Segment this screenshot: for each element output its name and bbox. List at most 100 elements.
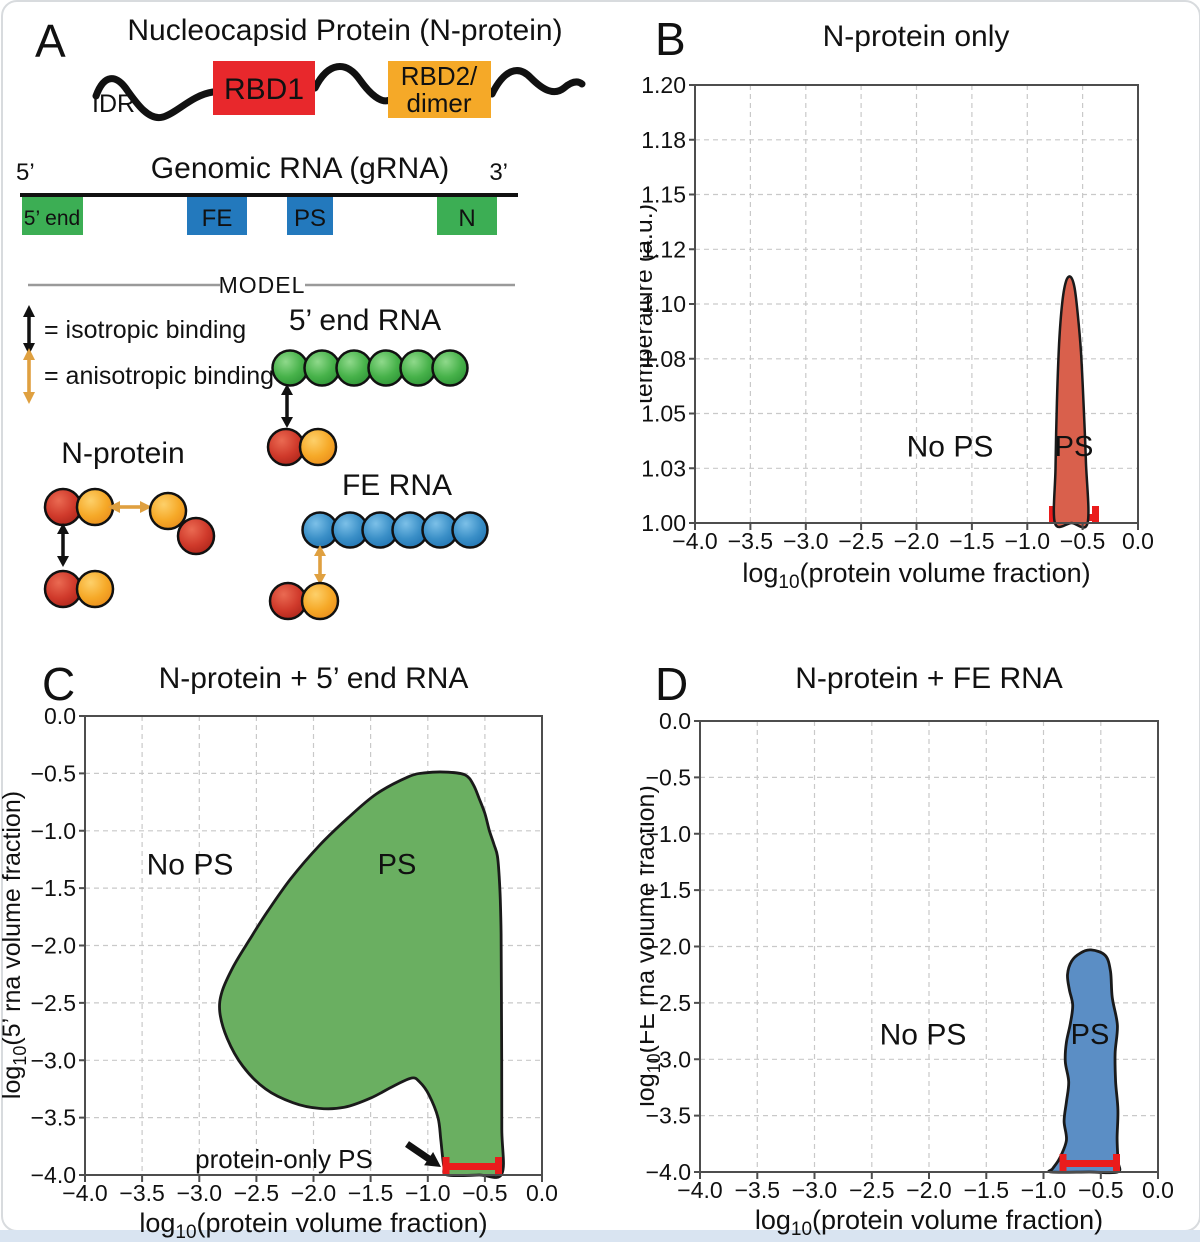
svg-text:−2.5: −2.5 — [646, 990, 691, 1016]
panel-a-model-diagram: A Nucleocapsid Protein (N-protein) IDR R… — [16, 14, 586, 621]
panel-d-ticks — [694, 720, 1159, 1179]
svg-text:−0.5: −0.5 — [462, 1180, 507, 1206]
nprotein-dimer-3 — [43, 569, 115, 609]
svg-text:−1.5: −1.5 — [348, 1180, 393, 1206]
svg-text:1.15: 1.15 — [641, 182, 686, 208]
svg-text:1.18: 1.18 — [641, 127, 686, 153]
svg-text:0.0: 0.0 — [526, 1180, 558, 1206]
nprotein-dimer-under-fe — [268, 581, 340, 621]
svg-text:1.10: 1.10 — [641, 291, 686, 317]
panel-d-xlabel: log10(protein volume fraction) — [755, 1205, 1103, 1240]
svg-text:0.0: 0.0 — [1142, 1177, 1174, 1203]
svg-text:1.00: 1.00 — [641, 510, 686, 536]
svg-text:−2.0: −2.0 — [646, 934, 691, 960]
svg-text:−1.0: −1.0 — [646, 821, 691, 847]
svg-text:1.03: 1.03 — [641, 455, 686, 481]
panel-c-letter: C — [42, 658, 75, 710]
anisotropic-arrow-horizontal — [108, 501, 152, 513]
svg-text:−4.0: −4.0 — [672, 528, 717, 554]
panel-c-title: N-protein + 5’ end RNA — [159, 662, 469, 695]
footer-highlight-strip — [0, 1230, 1200, 1242]
svg-text:−2.5: −2.5 — [849, 1177, 894, 1203]
svg-text:−2.0: −2.0 — [894, 528, 939, 554]
panel-c-coexistence-bracket — [442, 1157, 502, 1176]
panel-b-phase-diagram: B N-protein only temperature (a.u.) 1.20… — [640, 13, 1154, 593]
svg-text:1.08: 1.08 — [641, 346, 686, 372]
fe-rna-label: FE RNA — [342, 469, 452, 502]
idr-label: IDR — [92, 90, 135, 118]
svg-text:−3.5: −3.5 — [119, 1180, 164, 1206]
svg-text:−3.5: −3.5 — [728, 528, 773, 554]
panel-b-ps-region — [1052, 275, 1090, 529]
panel-d-title: N-protein + FE RNA — [795, 662, 1063, 695]
anisotropic-binding-arrow-icon — [23, 348, 35, 404]
panel-d-ps-region — [1047, 948, 1122, 1175]
svg-text:−2.0: −2.0 — [31, 933, 76, 959]
panel-d-letter: D — [655, 658, 688, 710]
panel-d-phase-diagram: D N-protein + FE RNA log10(FE rna volume… — [640, 658, 1174, 1240]
svg-text:−2.0: −2.0 — [291, 1180, 336, 1206]
panel-d-coexistence-bracket — [1059, 1154, 1120, 1173]
svg-text:−4.0: −4.0 — [646, 1159, 691, 1185]
svg-text:−1.5: −1.5 — [964, 1177, 1009, 1203]
fe-rna-beads — [301, 511, 489, 549]
panel-d-grid — [700, 721, 1158, 1172]
isotropic-arrow-to-5end — [281, 384, 293, 428]
svg-text:−1.0: −1.0 — [1005, 528, 1050, 554]
svg-text:−1.5: −1.5 — [949, 528, 994, 554]
panel-b-letter: B — [655, 13, 686, 65]
svg-text:−2.5: −2.5 — [838, 528, 883, 554]
panel-d-xtick-labels: −4.0 −3.5 −3.0 −2.5 −2.0 −1.5 −1.0 −0.5 … — [677, 1177, 1174, 1203]
panel-c-annotation-arrow — [405, 1141, 441, 1167]
panel-d-ps-label: PS — [1071, 1019, 1110, 1051]
five-end-rna-label: 5’ end RNA — [289, 304, 441, 337]
svg-text:−1.5: −1.5 — [31, 875, 76, 901]
nprotein-title: Nucleocapsid Protein (N-protein) — [127, 14, 562, 47]
rbd1-box — [213, 61, 315, 115]
svg-text:−3.0: −3.0 — [31, 1047, 76, 1073]
nprotein-dimer-under-5end — [266, 427, 338, 467]
svg-text:−0.5: −0.5 — [1078, 1177, 1123, 1203]
idr-squiggle-line — [92, 63, 586, 122]
panel-c-ps-label: PS — [378, 849, 417, 881]
panel-b-ticks — [689, 84, 1139, 530]
panel-b-ps-label: PS — [1055, 431, 1094, 463]
grna-3prime-label: 3’ — [489, 159, 508, 186]
isotropic-binding-arrow-icon — [23, 305, 35, 355]
svg-text:0.0: 0.0 — [1122, 528, 1154, 554]
panel-b-no-ps-label: No PS — [907, 431, 994, 464]
grna-segment-boxes: 5’ end FE PS N — [22, 197, 497, 235]
svg-text:0.0: 0.0 — [659, 708, 691, 734]
five-end-rna-beads — [271, 349, 469, 387]
svg-text:1.05: 1.05 — [641, 401, 686, 427]
svg-text:−3.0: −3.0 — [177, 1180, 222, 1206]
panel-d-no-ps-label: No PS — [880, 1019, 967, 1052]
panel-c-ps-region — [218, 770, 505, 1179]
isotropic-binding-label: = isotropic binding — [44, 316, 246, 344]
nprotein-label: N-protein — [61, 437, 184, 470]
panel-c-ytick-labels: 0.0 −0.5 −1.0 −1.5 −2.0 −2.5 −3.0 −3.5 −… — [31, 703, 76, 1188]
grna-segment-5end: 5’ end — [24, 207, 80, 230]
panel-c-xtick-labels: −4.0 −3.5 −3.0 −2.5 −2.0 −1.5 −1.0 −0.5 … — [62, 1180, 558, 1206]
svg-text:−3.0: −3.0 — [783, 528, 828, 554]
grna-segment-ps: PS — [294, 205, 326, 232]
panel-d-ytick-labels: 0.0 −0.5 −1.0 −1.5 −2.0 −2.5 −3.0 −3.5 −… — [646, 708, 691, 1185]
panel-c-no-ps-label: No PS — [147, 849, 234, 882]
panel-c-protein-only-annotation: protein-only PS — [195, 1144, 373, 1174]
svg-text:−0.5: −0.5 — [1060, 528, 1105, 554]
grna-segment-n: N — [458, 205, 475, 232]
svg-text:−2.5: −2.5 — [234, 1180, 279, 1206]
svg-text:−3.5: −3.5 — [646, 1103, 691, 1129]
svg-text:−4.0: −4.0 — [62, 1180, 107, 1206]
svg-text:−0.5: −0.5 — [646, 764, 691, 790]
svg-text:−1.0: −1.0 — [1021, 1177, 1066, 1203]
panel-b-xtick-labels: −4.0 −3.5 −3.0 −2.5 −2.0 −1.5 −1.0 −0.5 … — [672, 528, 1154, 554]
model-heading: MODEL — [219, 272, 306, 298]
svg-text:−4.0: −4.0 — [677, 1177, 722, 1203]
panel-b-ylabel: temperature (a.u.) — [640, 204, 658, 404]
isotropic-arrow-vertical — [57, 523, 69, 567]
panel-b-ytick-labels: 1.20 1.18 1.15 1.12 1.10 1.08 1.05 1.03 … — [641, 72, 686, 536]
nprotein-dimer-2-rotated — [148, 491, 216, 556]
svg-text:−2.0: −2.0 — [906, 1177, 951, 1203]
panel-c-xlabel: log10(protein volume fraction) — [139, 1208, 487, 1242]
